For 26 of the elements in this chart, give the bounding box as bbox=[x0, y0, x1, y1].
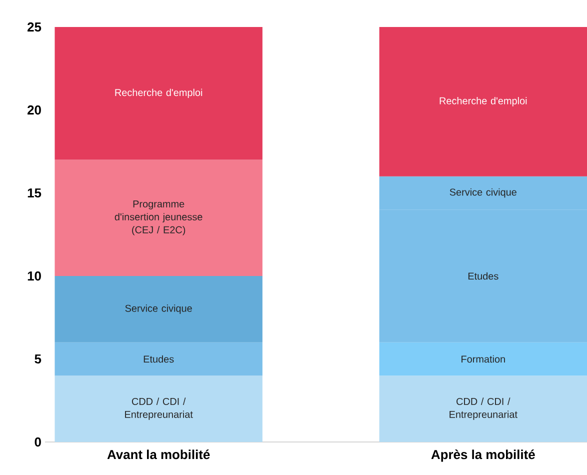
series-label: CDD / CDI / Entrepreunariat bbox=[125, 398, 193, 420]
text: Etudes bbox=[468, 272, 498, 280]
x-tick-label: Après la mobilité bbox=[431, 450, 535, 462]
series-label: Programme d'insertion jeunesse (CEJ / E2C) bbox=[114, 200, 202, 236]
y-tick-label: 0 bbox=[34, 437, 41, 447]
text: Recherche d'emploi bbox=[440, 97, 527, 106]
series-label: Service civique bbox=[450, 188, 516, 198]
text: Service civique bbox=[125, 304, 192, 314]
bar bbox=[54, 276, 262, 342]
series-label: Formation bbox=[462, 355, 505, 363]
y-tick-label: 10 bbox=[28, 271, 41, 281]
bar bbox=[54, 160, 262, 276]
bar bbox=[54, 342, 262, 376]
series-label: Etudes bbox=[144, 355, 174, 363]
bar bbox=[379, 26, 587, 176]
y-tick-label: 15 bbox=[28, 188, 42, 198]
bar bbox=[379, 376, 587, 442]
x-tick-label: Avant la mobilité bbox=[107, 450, 210, 460]
y-tick-label: 5 bbox=[34, 354, 42, 364]
bar bbox=[54, 376, 262, 442]
bar bbox=[54, 26, 262, 160]
text: CDD / CDI / Entrepreunariat bbox=[450, 398, 518, 420]
y-tick-label: 25 bbox=[28, 22, 42, 32]
series-label: Recherche d'emploi bbox=[115, 88, 202, 98]
bar bbox=[379, 342, 587, 376]
y-tick-label: 20 bbox=[28, 105, 41, 115]
